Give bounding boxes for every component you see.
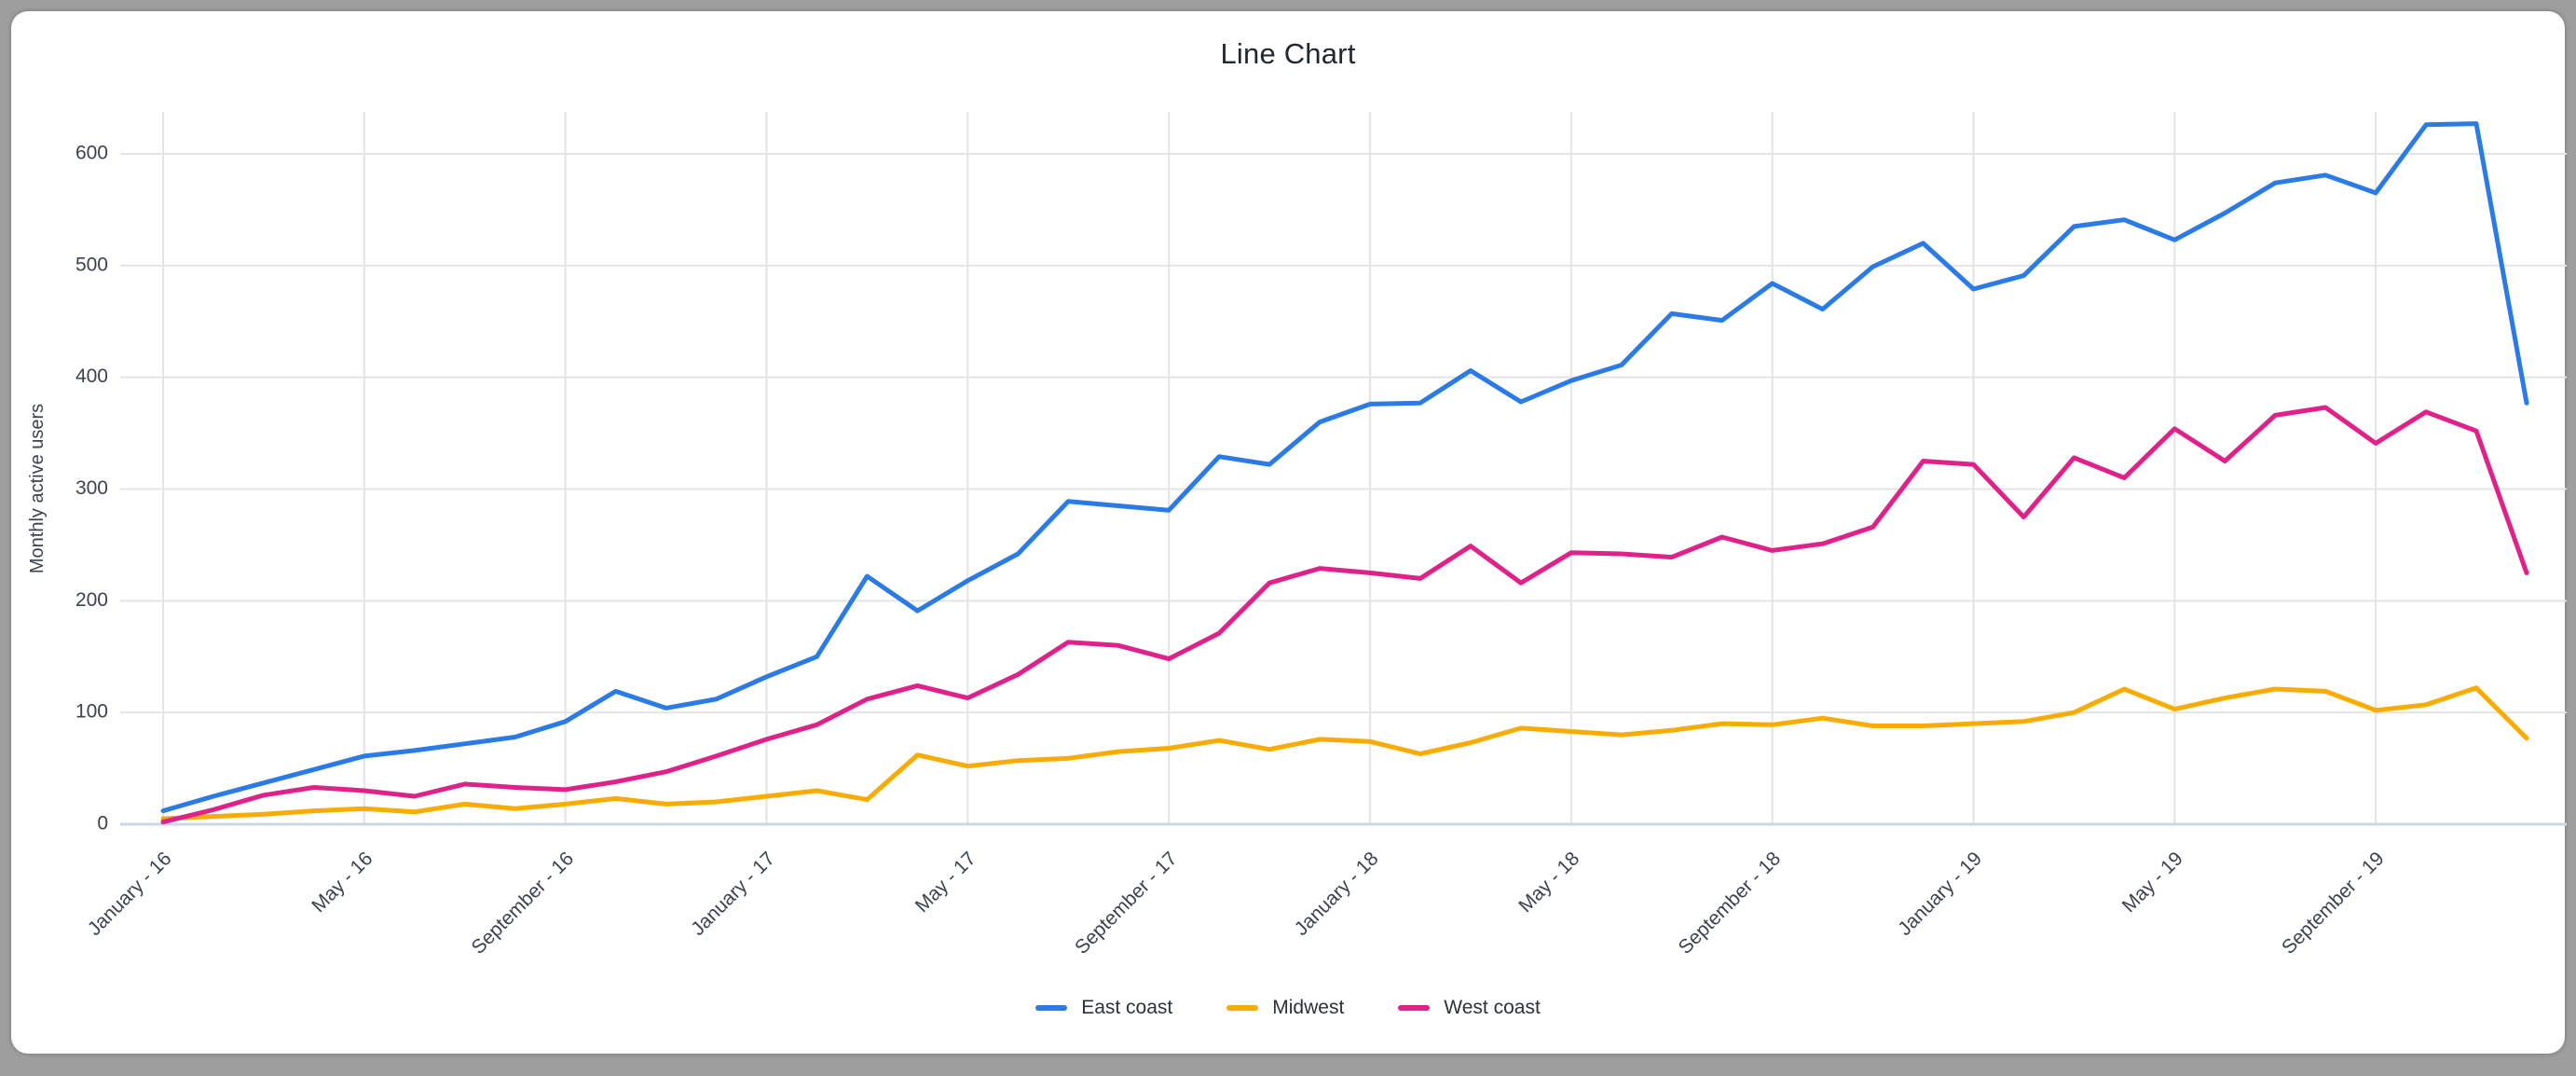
x-tick-label: May - 17 bbox=[911, 848, 980, 917]
x-tick-label: September - 17 bbox=[1071, 848, 1182, 959]
x-tick-label: September - 16 bbox=[468, 848, 579, 959]
chart-title: Line Chart bbox=[1220, 37, 1356, 70]
legend-label: East coast bbox=[1081, 997, 1173, 1018]
line-chart-plot[interactable]: 0 100 200 300 400 500 600 January - 16 May - 16 S… bbox=[11, 11, 2576, 1076]
y-tick-label: 200 bbox=[75, 589, 108, 611]
legend-item-west-coast[interactable]: West coast bbox=[1398, 997, 1541, 1019]
y-tick-label: 100 bbox=[75, 701, 108, 723]
x-tick-label: May - 19 bbox=[2118, 848, 2187, 917]
y-tick-label: 0 bbox=[97, 813, 108, 835]
y-axis-title: Monthly active users bbox=[27, 404, 48, 573]
series-line-midwest[interactable] bbox=[160, 685, 2529, 821]
y-tick-label: 600 bbox=[75, 143, 108, 164]
legend-label: Midwest bbox=[1272, 997, 1345, 1018]
x-tick-label: January - 16 bbox=[84, 848, 176, 940]
x-tick-label: May - 16 bbox=[308, 848, 377, 917]
x-tick-label: May - 18 bbox=[1514, 848, 1583, 917]
x-tick-label: September - 18 bbox=[1675, 848, 1786, 959]
chart-card: Line Chart 0 100 200 300 400 500 600 January - … bbox=[11, 11, 2567, 1054]
legend-label: West coast bbox=[1444, 997, 1541, 1018]
y-tick-label: 300 bbox=[75, 477, 108, 499]
series-line-east-coast[interactable] bbox=[160, 121, 2529, 814]
x-tick-label: January - 19 bbox=[1894, 848, 1986, 940]
legend-swatch-midwest bbox=[1226, 1005, 1259, 1011]
chart-legend: East coast Midwest West coast bbox=[11, 992, 2565, 1024]
legend-swatch-west-coast bbox=[1398, 1005, 1431, 1011]
x-tick-label: January - 18 bbox=[1291, 848, 1383, 940]
legend-item-midwest[interactable]: Midwest bbox=[1226, 997, 1344, 1019]
legend-swatch-east-coast bbox=[1035, 1005, 1068, 1011]
x-tick-label: September - 19 bbox=[2278, 848, 2389, 959]
series-line-west-coast[interactable] bbox=[160, 405, 2529, 825]
y-tick-label: 400 bbox=[75, 366, 108, 387]
y-tick-label: 500 bbox=[75, 254, 108, 275]
x-tick-label: January - 17 bbox=[687, 848, 779, 940]
legend-item-east-coast[interactable]: East coast bbox=[1035, 997, 1172, 1019]
